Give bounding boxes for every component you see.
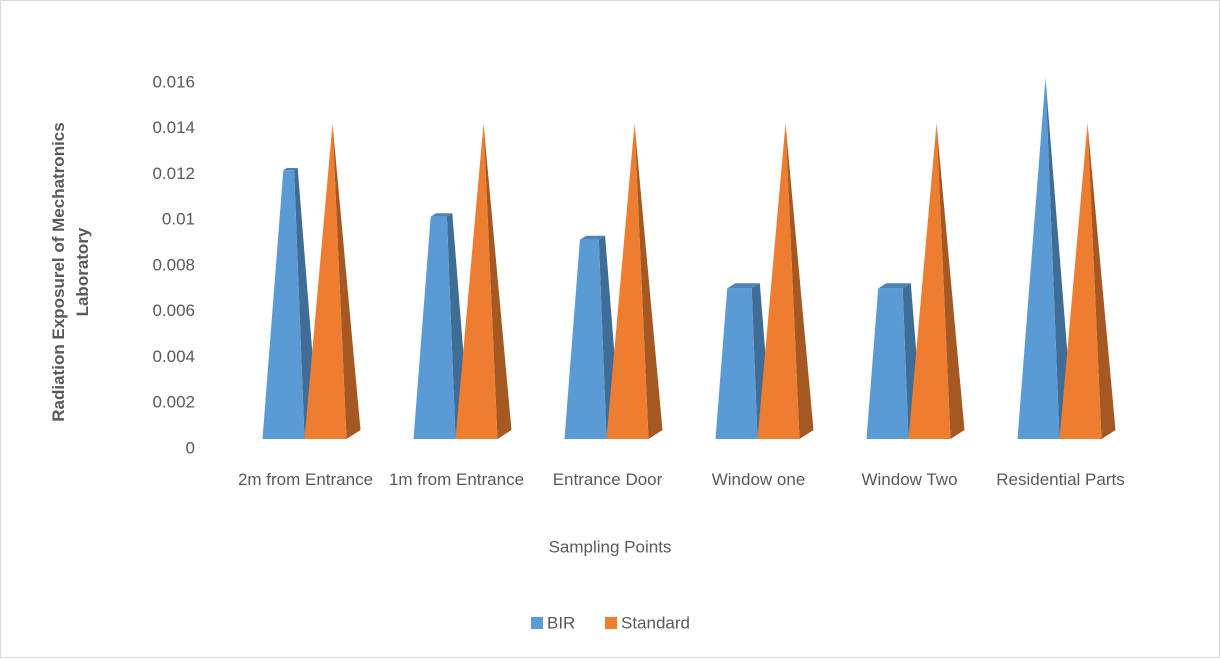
bar	[606, 123, 649, 440]
y-tick-label: 0	[186, 438, 195, 457]
bar	[1017, 77, 1060, 439]
y-tick-label: 0.014	[152, 118, 195, 137]
y-tick-label: 0.016	[152, 72, 195, 91]
bar	[757, 123, 800, 440]
bar	[564, 239, 607, 439]
x-tick-label: Window one	[711, 470, 806, 489]
bar	[908, 123, 951, 440]
bar-cap	[878, 283, 911, 289]
legend-label: BIR	[547, 613, 575, 632]
bar-side	[332, 123, 361, 440]
y-axis-title: Radiation Exposurel of Mechatronics Labo…	[49, 122, 92, 422]
bar	[262, 170, 305, 440]
bar	[715, 288, 758, 439]
y-tick-label: 0.012	[152, 164, 195, 183]
bar	[455, 123, 498, 440]
x-tick-label: 1m from Entrance	[388, 470, 525, 489]
legend-label: Standard	[621, 613, 690, 632]
y-tick-label: 0.01	[162, 210, 195, 229]
bar-side	[634, 123, 663, 440]
y-tick-label: 0.004	[152, 347, 195, 366]
bar-side	[483, 123, 512, 440]
bar-side	[936, 123, 965, 440]
legend-swatch	[531, 617, 543, 629]
bar	[304, 123, 347, 440]
bar-cap	[579, 235, 606, 240]
y-tick-label: 0.008	[152, 255, 195, 274]
bar-side	[1045, 77, 1074, 439]
bar	[866, 288, 909, 439]
x-tick-label: Residential Parts	[996, 470, 1125, 489]
bar-cap	[283, 168, 298, 171]
x-axis-title: Sampling Points	[549, 537, 672, 556]
y-tick-label: 0.002	[152, 393, 195, 412]
bar-side	[1087, 123, 1116, 440]
bar-cap	[430, 213, 453, 217]
x-tick-label: Window Two	[861, 470, 958, 489]
x-tick-label: 2m from Entrance	[237, 470, 374, 489]
y-tick-label: 0.006	[152, 301, 195, 320]
bar	[413, 216, 456, 439]
bar	[1059, 123, 1102, 440]
x-tick-label: Entrance Door	[552, 470, 663, 489]
legend-swatch	[605, 617, 617, 629]
bar-side	[785, 123, 814, 440]
bar-cap	[727, 283, 760, 289]
